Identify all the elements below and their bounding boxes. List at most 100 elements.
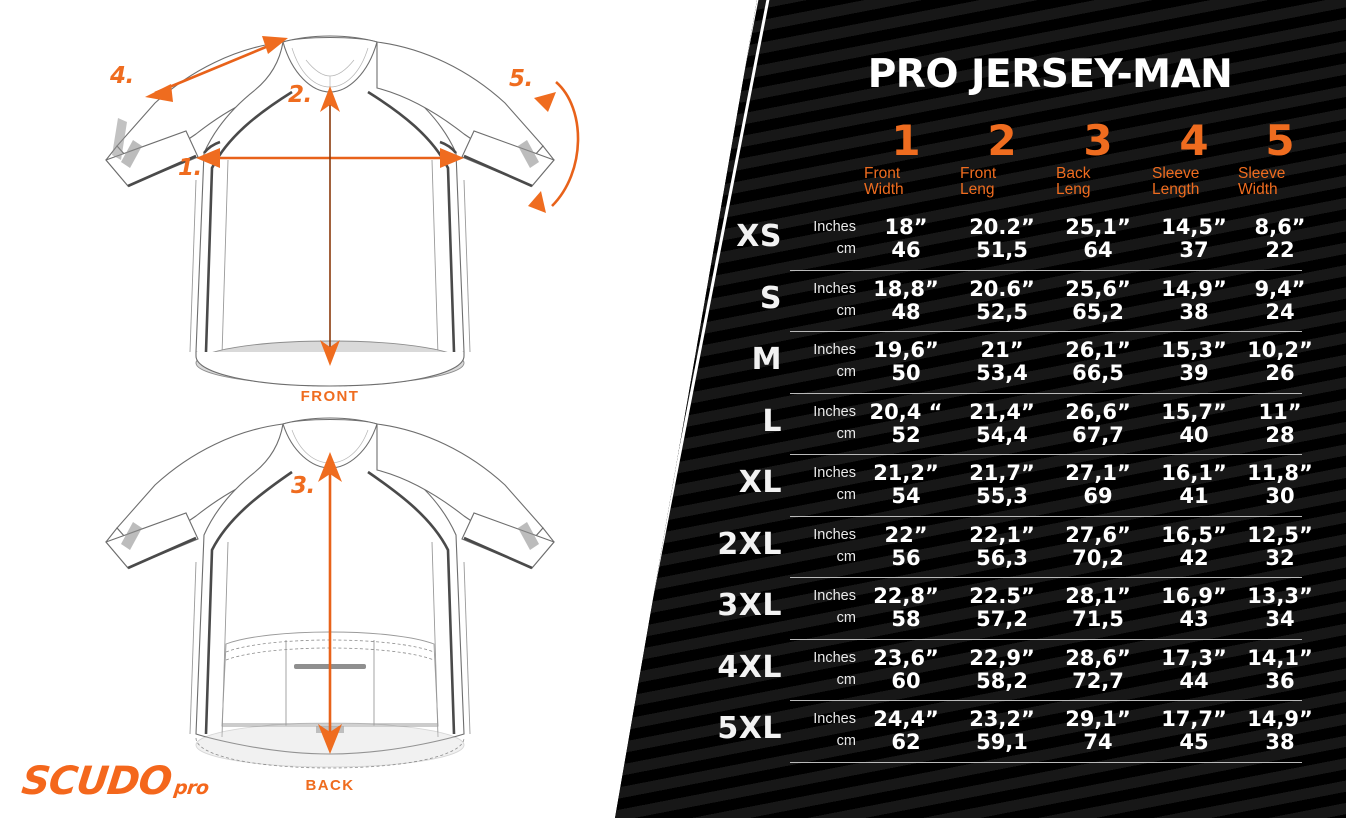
cell-cm: 22 (1265, 238, 1295, 262)
unit-label-cm: cm (836, 548, 856, 565)
cell-inches: 14,1” (1247, 645, 1313, 670)
cell-cm: 43 (1179, 607, 1209, 631)
cell-inches: 17,3” (1161, 645, 1227, 670)
column-number: 1 (891, 116, 921, 165)
unit-label-inches: Inches (813, 649, 856, 666)
cell-cm: 28 (1265, 422, 1295, 447)
cell-cm: 54 (891, 484, 921, 508)
table-row: XL Inches cm 21,2” 21,7” 27,1” 16,1” 11,8” 54 55,… (690, 461, 1313, 524)
row-divider (790, 392, 1302, 394)
unit-label-cm: cm (836, 302, 856, 319)
cell-inches: 22,1” (969, 522, 1035, 547)
cell-cm: 54,4 (976, 422, 1028, 447)
size-label: 4XL (717, 649, 782, 685)
cell-inches: 15,3” (1161, 338, 1227, 362)
unit-label-cm: cm (836, 733, 856, 749)
cell-cm: 42 (1179, 545, 1209, 570)
cell-inches: 16,9” (1161, 584, 1227, 608)
jersey-technical-drawing (105, 35, 580, 769)
cell-cm: 52 (891, 422, 921, 447)
table-row: M Inches cm 19,6” 21” 26,1” 15,3” 10,2” 50 53,4 66… (690, 338, 1313, 401)
column-header-5: 5 Sleeve Width (1232, 120, 1328, 198)
column-number: 5 (1265, 116, 1295, 165)
cell-inches: 8,6” (1254, 215, 1306, 239)
column-caption: Sleeve Length (1152, 165, 1200, 198)
column-header-4: 4 Sleeve Length (1146, 120, 1242, 198)
unit-label-cm: cm (836, 610, 856, 626)
marker-label-2: 2. (288, 82, 312, 108)
cell-inches: 11,8” (1247, 461, 1313, 485)
cell-inches: 10,2” (1247, 338, 1313, 362)
cell-inches: 13,3” (1247, 584, 1313, 608)
cell-inches: 26,6” (1065, 399, 1131, 424)
cell-cm: 26 (1265, 361, 1295, 385)
unit-label-cm: cm (836, 241, 856, 257)
unit-label-inches: Inches (813, 711, 856, 727)
column-number: 3 (1083, 116, 1113, 165)
unit-label-cm: cm (836, 364, 856, 380)
back-view-label: BACK (305, 777, 355, 794)
unit-label-inches: Inches (813, 588, 856, 604)
cell-cm: 53,4 (976, 361, 1028, 385)
column-caption: Front Width (864, 165, 904, 198)
table-row: 2XL Inches cm 22” 22,1” 27,6” 16,5” 12,5” 56 56,3… (690, 522, 1312, 586)
cell-inches: 22” (884, 522, 928, 547)
cell-inches: 15,7” (1161, 399, 1227, 424)
jersey-diagram-panel: 4. 1. 2. 5. 3. FRONT BACK SCUDO pro (19, 35, 580, 804)
column-caption: Front Leng (960, 165, 997, 198)
cell-inches: 19,6” (873, 338, 939, 362)
cell-cm: 58 (891, 607, 921, 631)
cell-inches: 24,4” (873, 707, 939, 731)
unit-label-cm: cm (836, 425, 856, 442)
unit-label-cm: cm (836, 671, 856, 688)
column-header-3: 3 Back Leng (1050, 120, 1146, 198)
cell-cm: 36 (1265, 668, 1295, 693)
row-divider (790, 515, 1302, 517)
cell-inches: 18,8” (873, 276, 939, 301)
column-header-2: 2 Front Leng (954, 120, 1050, 198)
unit-label-cm: cm (836, 487, 856, 503)
cell-cm: 65,2 (1072, 299, 1124, 324)
cell-inches: 25,6” (1065, 276, 1131, 301)
size-label: 2XL (717, 526, 782, 562)
column-caption: Sleeve Width (1238, 165, 1286, 198)
table-row: L Inches cm 20,4 “ 21,4” 26,6” 15,7” 11” 52 54,4 6… (690, 399, 1310, 463)
cell-inches: 23,6” (873, 645, 939, 670)
size-label: L (762, 403, 782, 439)
cell-cm: 45 (1179, 730, 1209, 754)
cell-cm: 60 (891, 668, 921, 693)
row-divider (790, 700, 1302, 701)
cell-inches: 23,2” (969, 707, 1035, 731)
cell-inches: 25,1” (1065, 215, 1131, 239)
size-label: 5XL (717, 711, 782, 746)
arrow-marker-5 (528, 81, 580, 213)
cell-cm: 59,1 (976, 730, 1028, 754)
cell-cm: 56 (891, 545, 921, 570)
cell-inches: 20.2” (969, 215, 1035, 239)
table-row: S Inches cm 18,8” 20.6” 25,6” 14,9” 9,4” 48 52,5 6… (690, 276, 1310, 340)
cell-inches: 29,1” (1065, 707, 1131, 731)
size-label: 3XL (717, 588, 782, 623)
cell-inches: 20,4 “ (869, 399, 943, 424)
row-divider (790, 331, 1302, 332)
cell-inches: 21,2” (873, 461, 939, 485)
cell-cm: 37 (1179, 238, 1209, 262)
cell-inches: 27,1” (1065, 461, 1131, 485)
table-row: XS Inches cm 18” 20.2” 25,1” 14,5” 8,6” 46 51,5 64… (690, 216, 1310, 278)
cell-cm: 38 (1265, 730, 1295, 754)
cell-cm: 30 (1265, 484, 1295, 508)
unit-label-inches: Inches (813, 526, 856, 543)
cell-inches: 9,4” (1254, 276, 1306, 301)
arrow-marker-3 (318, 452, 342, 754)
cell-inches: 16,1” (1161, 461, 1227, 485)
cell-inches: 12,5” (1247, 522, 1313, 547)
front-view-label: FRONT (300, 388, 360, 405)
cell-cm: 72,7 (1072, 668, 1124, 693)
cell-cm: 57,2 (976, 607, 1028, 631)
column-number: 4 (1179, 116, 1209, 165)
cell-inches: 14,9” (1247, 707, 1313, 731)
cell-inches: 22.5” (969, 584, 1035, 608)
column-caption: Back Leng (1056, 165, 1091, 198)
